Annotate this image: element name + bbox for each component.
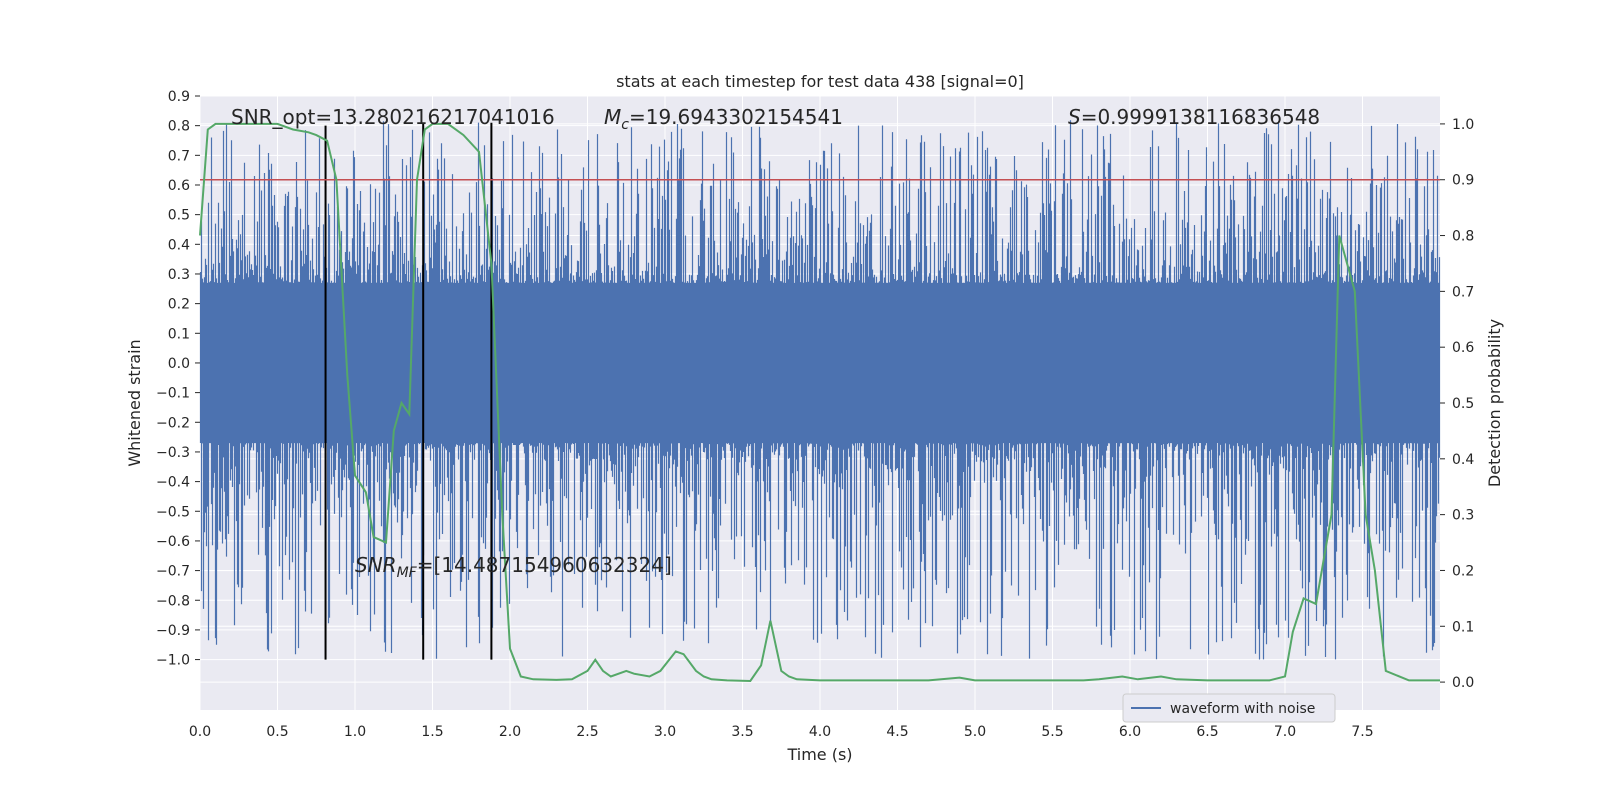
snr-mf-annotation: SNRMF=[14.487154960632324] (355, 553, 672, 581)
x-tick-label: 1.0 (344, 724, 366, 740)
chirp-mass-symbol: M (604, 105, 621, 129)
y-right-tick-label: 0.1 (1452, 619, 1474, 635)
snr-mf-subscript: MF (397, 565, 418, 581)
y-tick-label: 0.4 (168, 237, 190, 253)
waveform-series (199, 120, 1441, 660)
x-tick-label: 5.0 (964, 724, 986, 740)
x-tick-label: 0.0 (189, 724, 211, 740)
s-value: =0.9999138116836548 (1081, 105, 1320, 129)
x-axis-label: Time (s) (786, 745, 852, 764)
x-tick-label: 2.5 (576, 724, 598, 740)
y-right-tick-label: 0.0 (1452, 675, 1474, 691)
y-tick-label: 0.0 (168, 356, 190, 372)
snr-mf-value: =[14.487154960632324] (417, 553, 672, 577)
y-right-tick-label: 0.8 (1452, 229, 1474, 245)
chirp-mass-value: =19.6943302154541 (629, 105, 843, 129)
chirp-mass-annotation: Mc=19.6943302154541 (604, 105, 843, 133)
s-annotation: S=0.9999138116836548 (1068, 105, 1320, 129)
y-tick-label: 0.6 (168, 178, 190, 194)
y-right-tick-label: 0.2 (1452, 563, 1474, 579)
y-tick-label: −0.7 (156, 564, 190, 580)
vertical-markers (324, 122, 493, 660)
probability-series (199, 122, 1440, 683)
x-tick-label: 4.0 (809, 724, 831, 740)
y-tick-label: −0.2 (156, 415, 190, 431)
x-tick-label: 2.0 (499, 724, 521, 740)
y-right-tick-label: 0.9 (1452, 173, 1474, 189)
y-right-tick-label: 0.5 (1452, 396, 1474, 412)
x-tick-label: 4.5 (886, 724, 908, 740)
y-right-tick-label: 0.3 (1452, 508, 1474, 524)
chart-title: stats at each timestep for test data 438… (616, 72, 1024, 91)
x-tick-label: 5.5 (1041, 724, 1063, 740)
x-tick-label: 3.0 (654, 724, 676, 740)
waveform-trace (199, 120, 1441, 660)
y-axis-label-right: Detection probability (1485, 319, 1504, 487)
x-ticks: 0.0 0.5 1.0 1.5 2.0 2.5 3.0 3.5 4.0 4.5 5.0 5.5 6.0 6… (189, 724, 1374, 740)
y-tick-label: 0.1 (168, 326, 190, 342)
y-tick-label: 0.8 (168, 119, 190, 135)
x-tick-label: 1.5 (421, 724, 443, 740)
y-ticks-right: 0.0 0.1 0.2 0.3 0.4 0.5 0.6 0.7 0.8 0.9 1.0 (1440, 117, 1474, 691)
y-ticks-left: −1.0 −0.9 −0.8 −0.7 −0.6 −0.5 −0.4 −0.3 −0.2 −0.1… (156, 89, 200, 669)
y-tick-label: −0.9 (156, 623, 190, 639)
s-symbol: S (1068, 105, 1081, 129)
snr-opt-annotation: SNR_opt=13.280216217041016 (231, 105, 555, 129)
y-right-tick-label: 1.0 (1452, 117, 1474, 133)
y-tick-label: −0.6 (156, 534, 190, 550)
legend-label-waveform: waveform with noise (1170, 701, 1315, 717)
x-tick-label: 0.5 (266, 724, 288, 740)
chirp-mass-subscript: c (621, 117, 629, 133)
legend-box (1122, 693, 1336, 723)
y-right-tick-label: 0.7 (1452, 284, 1474, 300)
y-tick-label: −0.3 (156, 445, 190, 461)
x-tick-label: 6.5 (1196, 724, 1218, 740)
y-tick-label: 0.7 (168, 148, 190, 164)
y-tick-label: 0.9 (168, 89, 190, 105)
y-right-tick-label: 0.4 (1452, 452, 1474, 468)
y-axis-label-left: Whitened strain (125, 339, 144, 466)
x-tick-label: 7.5 (1351, 724, 1373, 740)
y-tick-label: −0.1 (156, 386, 190, 402)
y-tick-label: −0.5 (156, 504, 190, 520)
y-tick-label: 0.2 (168, 297, 190, 313)
y-tick-label: 0.3 (168, 267, 190, 283)
y-tick-label: −0.4 (156, 475, 190, 491)
legend: waveform with noise (1122, 693, 1336, 723)
y-tick-label: −0.8 (156, 593, 190, 609)
x-tick-label: 6.0 (1119, 724, 1141, 740)
x-tick-label: 3.5 (731, 724, 753, 740)
y-right-tick-label: 0.6 (1452, 340, 1474, 356)
x-tick-label: 7.0 (1274, 724, 1296, 740)
y-tick-label: 0.5 (168, 208, 190, 224)
snr-mf-symbol: SNR (355, 553, 397, 577)
y-tick-label: −1.0 (156, 653, 190, 669)
